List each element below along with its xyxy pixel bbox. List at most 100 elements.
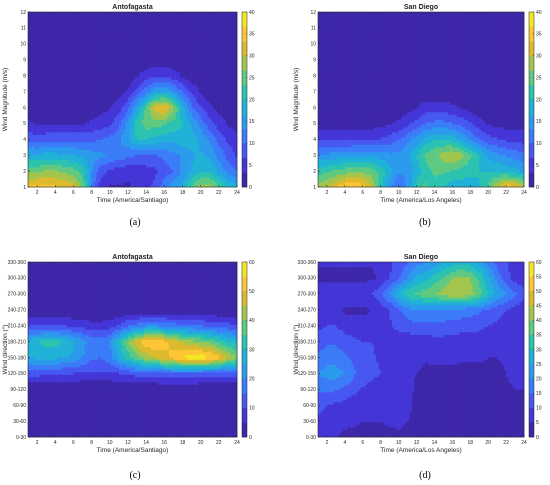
contour-cell [80,87,83,90]
contour-cell [110,77,113,80]
contour-cell [142,167,145,170]
contour-cell [35,137,38,140]
contour-cell [108,115,111,118]
contour-cell [114,165,117,168]
contour-cell [33,175,36,178]
contour-cell [148,85,151,88]
contour-cell [53,140,56,143]
contour-cell [144,65,147,68]
contour-cell [219,105,222,108]
contour-cell [189,97,192,100]
contour-cell [62,165,65,168]
contour-cell [80,140,83,143]
contour-cell [167,90,170,93]
contour-cell [128,60,131,63]
contour-cell [87,85,90,88]
contour-cell [92,102,95,105]
contour-cell [144,107,147,110]
contour-cell [173,130,176,133]
contour-cell [96,62,99,65]
contour-cell [114,122,117,125]
contour-cell [89,82,92,85]
contour-cell [139,167,142,170]
contour-cell [64,135,67,138]
contour-cell [155,97,158,100]
contour-cell [62,117,65,120]
contour-cell [226,65,229,68]
contour-cell [135,140,138,143]
contour-cell [178,90,181,93]
contour-cell [201,170,204,173]
contour-cell [55,115,58,118]
contour-cell [144,57,147,60]
contour-cell [142,72,145,75]
contour-cell [110,52,113,55]
contour-cell [87,107,90,110]
contour-cell [114,70,117,73]
contour-cell [217,137,220,140]
contour-cell [167,65,170,68]
contour-cell [58,125,61,128]
contour-cell [112,175,115,178]
contour-cell [101,65,104,68]
contour-cell [137,152,140,155]
contour-cell [182,167,185,170]
contour-cell [169,55,172,58]
contour-cell [226,77,229,80]
contour-cell [205,157,208,160]
contour-cell [123,125,126,128]
contour-cell [73,102,76,105]
contour-cell [167,155,170,158]
contour-cell [219,167,222,170]
contour-cell [71,137,74,140]
contour-cell [42,70,45,73]
contour-cell [89,52,92,55]
contour-cell [53,147,56,150]
contour-cell [51,105,54,108]
contour-cell [48,137,51,140]
contour-cell [105,167,108,170]
contour-cell [223,110,226,113]
contour-cell [210,115,213,118]
contour-cell [128,112,131,115]
contour-cell [192,155,195,158]
contour-cell [207,97,210,100]
contour-cell [83,100,86,103]
contour-cell [228,102,231,105]
contour-cell [196,55,199,58]
contour-cell [121,105,124,108]
contour-cell [164,95,167,98]
contour-cell [219,107,222,110]
contour-cell [130,147,133,150]
contour-cell [155,180,158,183]
contour-cell [187,117,190,120]
contour-cell [48,90,51,93]
contour-cell [169,100,172,103]
contour-cell [194,157,197,160]
contour-cell [121,75,124,78]
contour-cell [92,160,95,163]
contour-cell [33,77,36,80]
contour-cell [39,145,42,148]
contour-cell [157,90,160,93]
contour-cell [157,115,160,118]
contour-cell [196,157,199,160]
contour-cell [103,130,106,133]
contour-cell [33,125,36,128]
contour-cell [176,77,179,80]
contour-cell [35,102,38,105]
contour-cell [133,115,136,118]
contour-cell [148,150,151,153]
contour-cell [221,107,224,110]
contour-cell [214,97,217,100]
contour-cell [89,105,92,108]
contour-cell [226,175,229,178]
contour-cell [171,165,174,168]
contour-cell [121,170,124,173]
contour-cell [80,145,83,148]
contour-cell [60,70,63,73]
contour-cell [37,145,40,148]
contour-cell [133,120,136,123]
contour-cell [119,70,122,73]
